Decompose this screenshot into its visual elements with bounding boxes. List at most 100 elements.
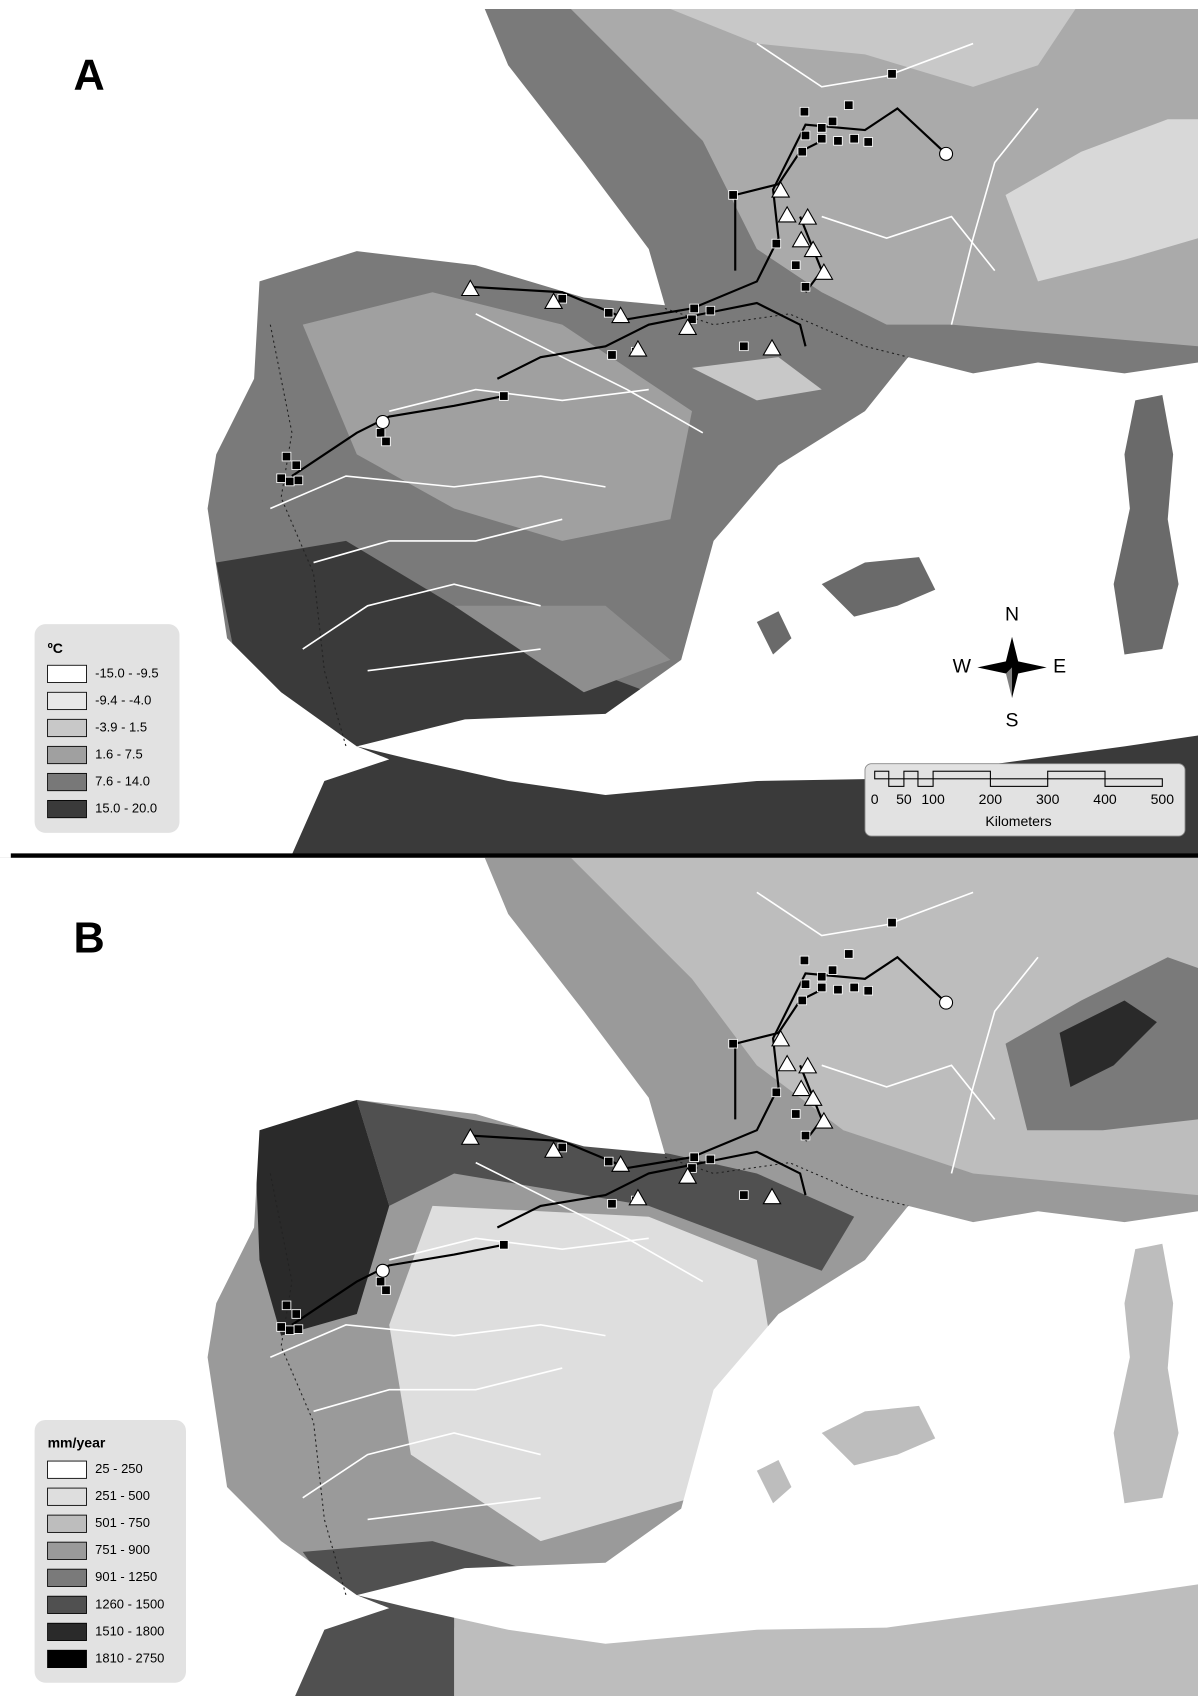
- scale-tick-label: 50: [896, 791, 912, 807]
- site-square: [888, 70, 897, 79]
- site-square: [850, 134, 859, 143]
- site-square: [294, 476, 303, 485]
- site-square: [791, 1110, 800, 1119]
- legend-label: 1510 - 1800: [95, 1623, 164, 1638]
- site-square: [801, 283, 810, 292]
- site-square: [772, 1088, 781, 1097]
- legend-swatch: [48, 800, 87, 817]
- legend-label: -15.0 - -9.5: [95, 665, 158, 680]
- site-circle: [940, 996, 953, 1009]
- site-circle: [376, 416, 389, 429]
- figure: A BºC -15.0 - -9.5 -9.4 - -4.0 -3.9 - 1.5 1.6…: [0, 0, 1198, 1696]
- site-square: [608, 351, 617, 360]
- site-square: [294, 1325, 303, 1334]
- site-square: [376, 428, 385, 437]
- site-square: [817, 134, 826, 143]
- compass-letter: N: [1005, 604, 1019, 626]
- site-square: [791, 261, 800, 270]
- map-panel-a: [0, 0, 1198, 865]
- legend-swatch: [48, 1650, 87, 1667]
- legend-label: -9.4 - -4.0: [95, 692, 151, 707]
- legend-swatch: [48, 692, 87, 709]
- site-square: [844, 101, 853, 110]
- panel-label: A: [74, 52, 105, 100]
- legend-swatch: [48, 1569, 87, 1586]
- site-square: [798, 996, 807, 1005]
- legend-title: ºC: [48, 640, 63, 656]
- legend-title: mm/year: [48, 1434, 106, 1450]
- site-square: [706, 306, 715, 315]
- legend-swatch: [48, 719, 87, 736]
- site-square: [801, 1131, 810, 1140]
- site-circle: [940, 147, 953, 160]
- site-square: [864, 138, 873, 147]
- site-square: [801, 131, 810, 140]
- site-square: [817, 124, 826, 133]
- site-square: [500, 1240, 509, 1249]
- scale-tick-label: 300: [1036, 791, 1060, 807]
- site-square: [844, 950, 853, 959]
- legend-swatch: [48, 1488, 87, 1505]
- compass-letter: S: [1006, 710, 1019, 732]
- scale-unit: Kilometers: [985, 813, 1051, 829]
- site-square: [382, 437, 391, 446]
- legend-swatch: [48, 1542, 87, 1559]
- site-square: [850, 983, 859, 992]
- site-square: [864, 986, 873, 995]
- site-square: [285, 1326, 294, 1335]
- site-square: [690, 1153, 699, 1162]
- site-square: [282, 452, 291, 461]
- site-square: [888, 918, 897, 927]
- site-square: [277, 474, 286, 483]
- site-square: [500, 392, 509, 401]
- site-circle: [376, 1264, 389, 1277]
- site-square: [801, 980, 810, 989]
- legend-label: 501 - 750: [95, 1515, 150, 1530]
- scale-tick-label: 400: [1093, 791, 1117, 807]
- panel-label: B: [74, 914, 105, 962]
- site-square: [277, 1323, 286, 1332]
- site-square: [817, 983, 826, 992]
- scale-tick-label: 200: [979, 791, 1003, 807]
- legend-label: 251 - 500: [95, 1488, 150, 1503]
- legend-label: 901 - 1250: [95, 1569, 157, 1584]
- legend-label: 1.6 - 7.5: [95, 746, 143, 761]
- site-square: [729, 191, 738, 200]
- legend-label: 1260 - 1500: [95, 1596, 164, 1611]
- site-square: [706, 1155, 715, 1164]
- scale-tick-label: 500: [1151, 791, 1175, 807]
- site-square: [608, 1199, 617, 1208]
- legend-swatch: [48, 1596, 87, 1613]
- site-square: [834, 137, 843, 146]
- legend-swatch: [48, 1623, 87, 1640]
- legend-swatch: [48, 1461, 87, 1478]
- site-square: [376, 1277, 385, 1286]
- page: A BºC -15.0 - -9.5 -9.4 - -4.0 -3.9 - 1.5 1.6…: [0, 0, 1198, 1696]
- site-square: [604, 308, 613, 317]
- site-square: [604, 1157, 613, 1166]
- legend-label: -3.9 - 1.5: [95, 719, 147, 734]
- site-square: [558, 294, 567, 303]
- legend-label: 7.6 - 14.0: [95, 773, 150, 788]
- legend-swatch: [48, 1515, 87, 1532]
- legend-swatch: [48, 746, 87, 763]
- legend-swatch: [48, 773, 87, 790]
- site-square: [382, 1286, 391, 1295]
- site-square: [729, 1039, 738, 1048]
- site-square: [800, 956, 809, 965]
- legend-label: 751 - 900: [95, 1542, 150, 1557]
- site-square: [834, 985, 843, 994]
- legend-label: 25 - 250: [95, 1461, 143, 1476]
- site-square: [690, 304, 699, 313]
- site-square: [817, 972, 826, 981]
- site-square: [828, 117, 837, 126]
- site-square: [772, 239, 781, 248]
- site-square: [798, 147, 807, 156]
- site-square: [285, 477, 294, 486]
- compass-letter: E: [1053, 656, 1066, 678]
- legend-label: 15.0 - 20.0: [95, 800, 157, 815]
- site-square: [292, 461, 301, 470]
- site-square: [828, 966, 837, 975]
- scale-tick-label: 100: [921, 791, 945, 807]
- site-square: [558, 1143, 567, 1152]
